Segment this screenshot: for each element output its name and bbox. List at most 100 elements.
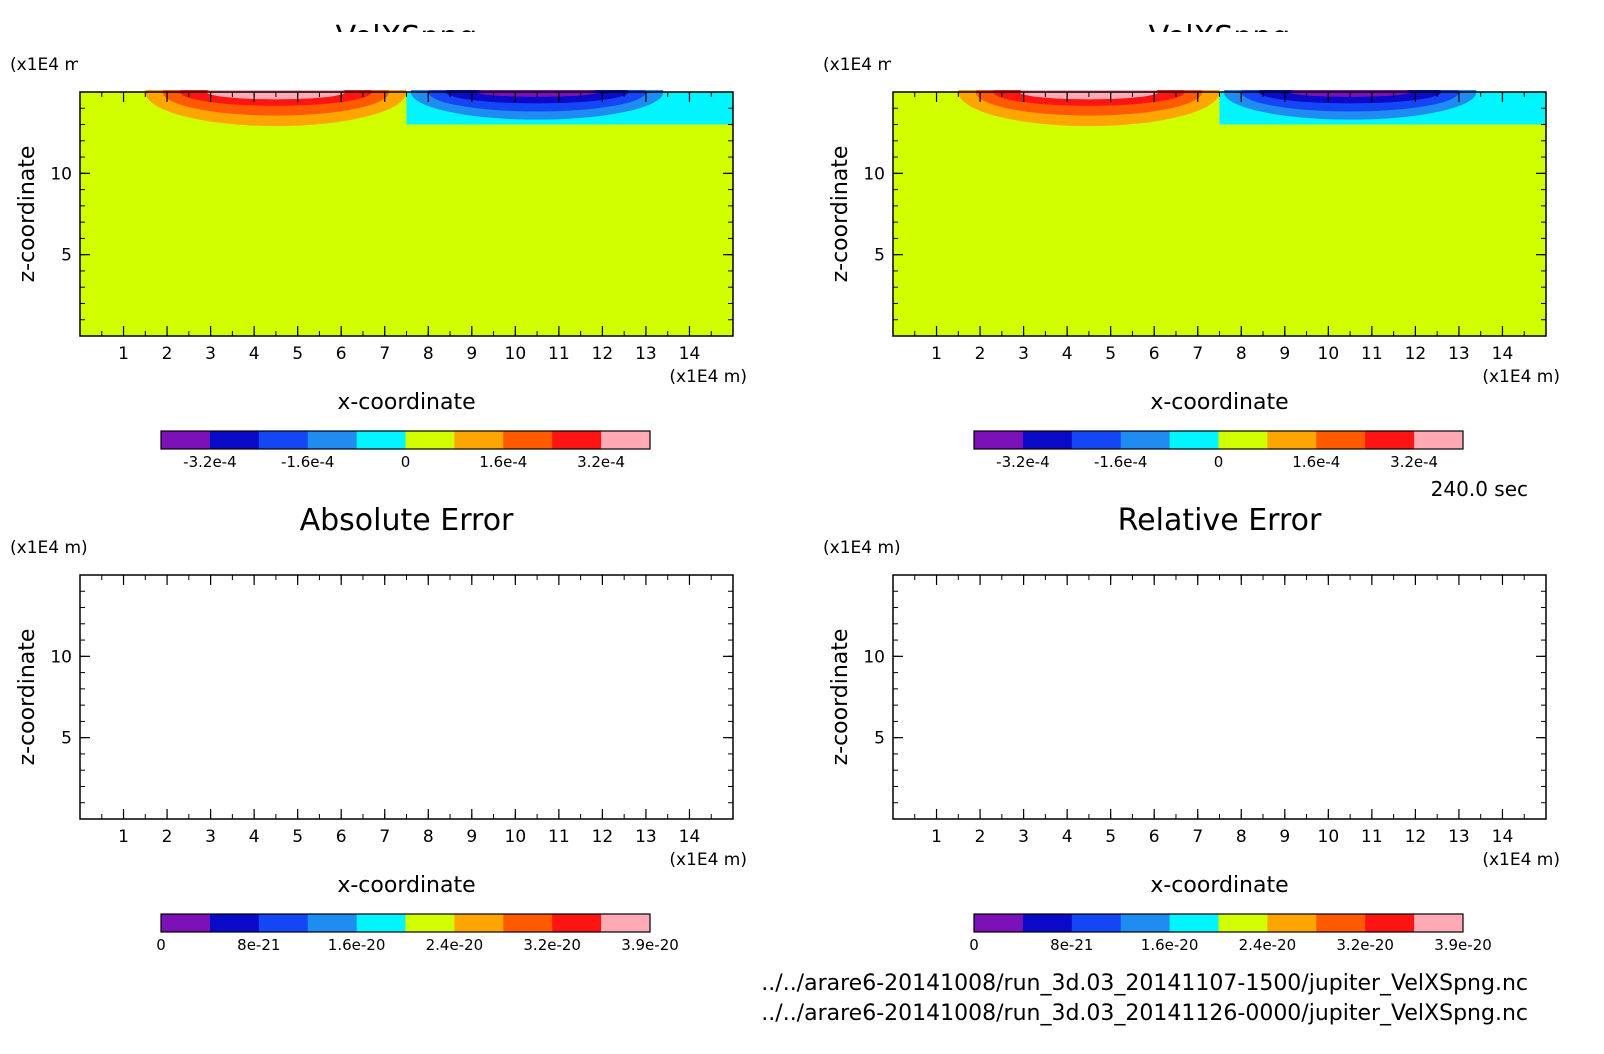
colorbar-swatch (454, 914, 504, 932)
x-unit-label: (x1E4 m) (669, 367, 747, 387)
colorbar-swatch (405, 914, 455, 932)
y-tick-label: 10 (863, 164, 885, 184)
colorbar: 0 8e-21 1.6e-20 2.4e-20 3.2e-20 3.9e-20 (156, 913, 679, 954)
time-label: 240.0 sec (1431, 477, 1528, 501)
x-axis-label: x-coordinate (1150, 873, 1288, 898)
colorbar-label: -1.6e-4 (1094, 453, 1147, 471)
x-tick-label: 14 (1492, 827, 1514, 847)
field-mask (891, 32, 1548, 90)
x-tick-label: 5 (292, 827, 303, 847)
x-tick-label: 7 (1192, 827, 1203, 847)
chart-panel-3: Absolute Error(x1E4 m)1 2 3 4 5 6 7 8 9 10 11 12 13 1… (10, 503, 747, 954)
file-path-1: ../../arare6-20141008/run_3d.03_20141107… (761, 971, 1528, 996)
x-tick-label: 4 (1062, 344, 1073, 364)
colorbar-swatch (1022, 431, 1073, 449)
field-mask (78, 32, 735, 90)
colorbar-label: 0 (969, 936, 979, 954)
colorbar-label: 3.2e-4 (577, 453, 625, 471)
y-tick-label: 10 (863, 647, 885, 667)
plot-frame (892, 574, 1547, 820)
x-tick-label: 13 (635, 827, 657, 847)
colorbar-label: 1.6e-20 (1141, 936, 1199, 954)
colorbar-label: 1.6e-4 (479, 453, 527, 471)
x-tick-label: 10 (1318, 344, 1340, 364)
colorbar-frame (160, 913, 651, 933)
colorbar: -3.2e-4 -1.6e-4 0 1.6e-4 3.2e-4 (973, 430, 1464, 471)
colorbar-swatch (1218, 914, 1268, 932)
x-tick-label: 8 (423, 827, 434, 847)
chart-panel-4: Relative Error(x1E4 m)1 2 3 4 5 6 7 8 9 10 11 12 13 1… (823, 503, 1560, 954)
x-tick-label: 2 (975, 827, 986, 847)
colorbar-swatch (552, 431, 602, 449)
y-tick-label: 5 (874, 246, 885, 266)
x-tick-label: 14 (1492, 344, 1514, 364)
colorbar-label: 0 (1214, 453, 1224, 471)
x-unit-label: (x1E4 m) (1482, 850, 1560, 870)
x-tick-label: 1 (118, 344, 129, 364)
x-tick-label: 6 (1149, 344, 1160, 364)
x-tick-label: 1 (118, 827, 129, 847)
colorbar-swatch (1071, 914, 1122, 932)
x-tick-label: 5 (1105, 827, 1116, 847)
colorbar-label: 3.2e-20 (1336, 936, 1394, 954)
x-tick-label: 8 (1236, 344, 1247, 364)
x-tick-label: 1 (931, 827, 942, 847)
x-unit-label: (x1E4 m) (669, 850, 747, 870)
colorbar-swatch (258, 914, 309, 932)
x-tick-label: 9 (1279, 344, 1290, 364)
colorbar-label: -3.2e-4 (183, 453, 236, 471)
colorbar-swatch (1267, 914, 1317, 932)
y-axis-label: z-coordinate (15, 629, 40, 766)
y-unit-label: (x1E4 m) (823, 55, 901, 75)
y-unit-label: (x1E4 m) (10, 538, 88, 558)
x-tick-label: 11 (548, 827, 570, 847)
colorbar-swatch (1365, 431, 1415, 449)
colorbar: -3.2e-4 -1.6e-4 0 1.6e-4 3.2e-4 (160, 430, 651, 471)
x-tick-label: 7 (379, 827, 390, 847)
colorbar-swatch (1169, 914, 1219, 932)
chart-title: Absolute Error (300, 503, 514, 538)
x-tick-label: 13 (635, 344, 657, 364)
y-axis-label: z-coordinate (15, 146, 40, 283)
colorbar-swatch (307, 431, 358, 449)
x-unit-label: (x1E4 m) (1482, 367, 1560, 387)
colorbar-label: 1.6e-4 (1292, 453, 1340, 471)
x-tick-label: 6 (336, 827, 347, 847)
file-path-2: ../../arare6-20141008/run_3d.03_20141126… (761, 1001, 1528, 1026)
colorbar-swatch (974, 914, 1024, 932)
x-tick-label: 6 (336, 344, 347, 364)
colorbar-swatch (974, 431, 1024, 449)
x-tick-label: 8 (423, 344, 434, 364)
colorbar-swatch (1316, 431, 1366, 449)
x-tick-label: 3 (1018, 827, 1029, 847)
colorbar-swatch (1365, 914, 1415, 932)
colorbar-label: -3.2e-4 (996, 453, 1049, 471)
x-tick-label: 4 (249, 827, 260, 847)
colorbar-swatch (1414, 914, 1464, 932)
colorbar-swatch (1071, 431, 1122, 449)
colorbar-swatch (503, 914, 553, 932)
x-tick-label: 3 (205, 344, 216, 364)
y-tick-label: 10 (50, 164, 72, 184)
x-tick-label: 3 (205, 827, 216, 847)
colorbar-label: 0 (401, 453, 411, 471)
colorbar-swatch (503, 431, 553, 449)
y-tick-label: 10 (50, 647, 72, 667)
chart-title: Relative Error (1118, 503, 1322, 538)
contour-field (891, 32, 1548, 336)
x-tick-label: 12 (1405, 344, 1427, 364)
x-axis-label: x-coordinate (337, 873, 475, 898)
x-tick-label: 4 (249, 344, 260, 364)
colorbar-swatch (405, 431, 455, 449)
y-tick-label: 5 (61, 729, 72, 749)
colorbar-frame (973, 430, 1464, 450)
colorbar-label: 3.2e-20 (523, 936, 581, 954)
y-unit-label: (x1E4 m) (823, 538, 901, 558)
colorbar-swatch (454, 431, 504, 449)
colorbar-frame (160, 430, 651, 450)
x-tick-label: 2 (162, 344, 173, 364)
colorbar-swatch (356, 914, 406, 932)
x-tick-label: 1 (931, 344, 942, 364)
colorbar-swatch (1120, 914, 1171, 932)
colorbar-label: 2.4e-20 (1239, 936, 1297, 954)
